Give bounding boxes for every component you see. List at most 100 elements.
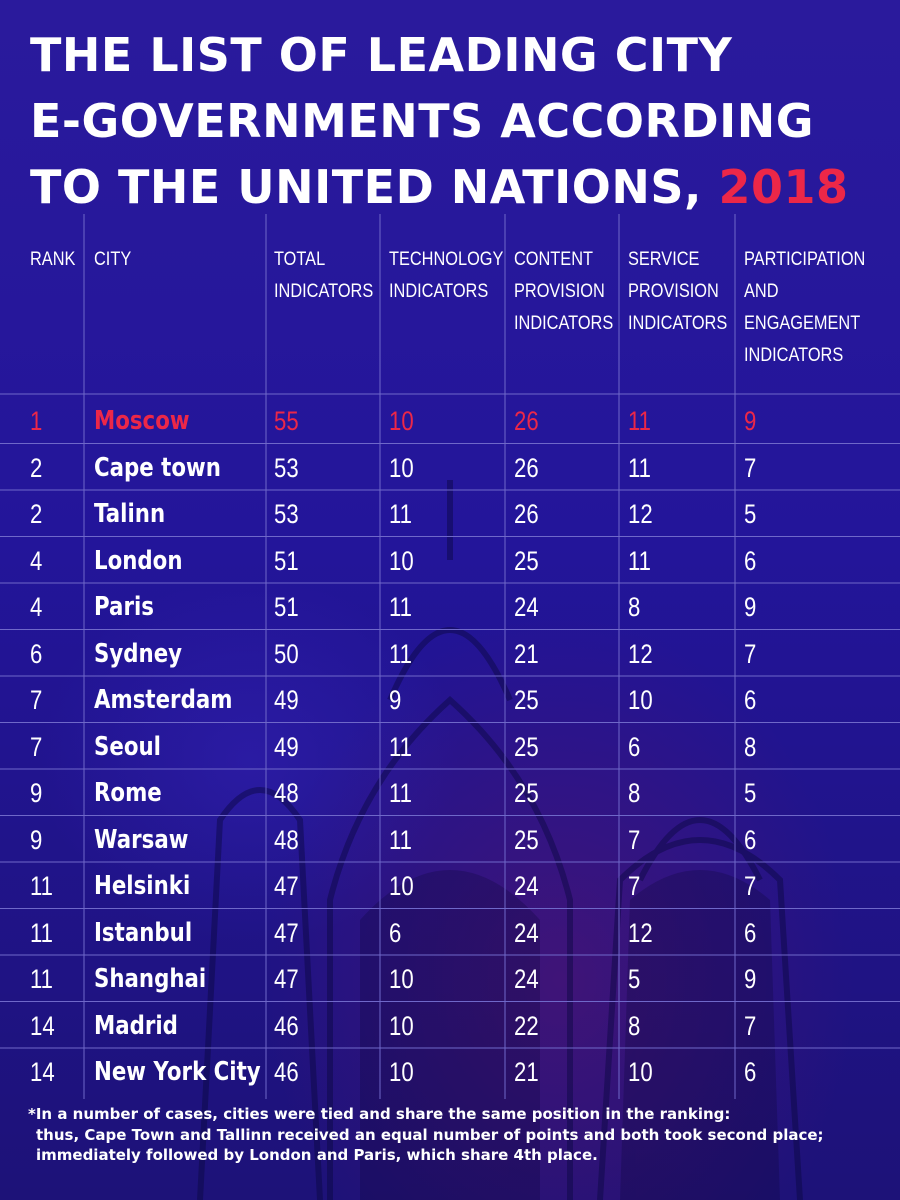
city-cell: Moscow [94,406,190,436]
service-cell: 12 [628,638,653,669]
total-cell: 55 [274,406,299,436]
total-cell: 46 [274,1057,299,1087]
total-cell: 53 [274,499,299,529]
table-row: 11 Istanbul 47 6 24 12 6 [0,910,900,957]
city-cell: Amsterdam [94,685,233,715]
participation-cell: 6 [744,824,757,855]
total-cell: 53 [274,452,299,483]
table-row: 14 Madrid 46 10 22 8 7 [0,1003,900,1050]
technology-cell: 11 [389,731,412,762]
technology-cell: 10 [389,964,414,994]
footnote-line-1: *In a number of cases, cities were tied … [28,1105,731,1123]
total-cell: 51 [274,592,299,622]
content-cell: 25 [514,685,539,715]
city-cell: Istanbul [94,917,193,948]
table-row: 2 Cape town 53 10 26 11 7 [0,445,900,492]
service-cell: 11 [628,545,651,576]
city-cell: Shanghai [94,964,207,994]
header-content: CONTENT PROVISION INDICATORS [514,249,614,334]
title-line-3-text: TO THE UNITED NATIONS, [30,160,703,214]
footnote: *In a number of cases, cities were tied … [28,1104,878,1166]
total-cell: 49 [274,685,299,715]
total-cell: 47 [274,917,299,948]
technology-cell: 10 [389,452,414,483]
city-cell: Sydney [94,638,183,669]
rank-cell: 4 [30,545,43,576]
technology-cell: 10 [389,871,414,901]
participation-cell: 7 [744,638,757,669]
city-cell: London [94,545,183,576]
table-row: 6 Sydney 50 11 21 12 7 [0,631,900,678]
participation-cell: 9 [744,964,757,994]
content-cell: 24 [514,917,539,948]
table-row: 2 Talinn 53 11 26 12 5 [0,491,900,538]
header-technology: TECHNOLOGY INDICATORS [389,249,504,302]
total-cell: 50 [274,638,299,669]
content-cell: 22 [514,1010,539,1041]
service-cell: 8 [628,1010,641,1041]
total-cell: 47 [274,871,299,901]
participation-cell: 5 [744,499,757,529]
rank-cell: 9 [30,824,43,855]
city-cell: Paris [94,592,154,622]
table-row: 1 Moscow 55 10 26 11 9 [0,398,900,445]
service-cell: 11 [628,452,651,483]
participation-cell: 7 [744,1010,757,1041]
rank-cell: 14 [30,1057,55,1087]
technology-cell: 11 [389,824,412,855]
table-row: 4 London 51 10 25 11 6 [0,538,900,585]
technology-cell: 10 [389,545,414,576]
service-cell: 5 [628,964,641,994]
content-cell: 25 [514,824,539,855]
total-cell: 49 [274,731,299,762]
content-cell: 26 [514,499,539,529]
service-cell: 12 [628,499,653,529]
rank-cell: 7 [30,731,43,762]
city-cell: New York City [94,1057,261,1087]
service-cell: 10 [628,685,653,715]
header-participation: PARTICIPATION AND ENGAGEMENT INDICATORS [744,249,866,366]
content-cell: 25 [514,545,539,576]
technology-cell: 10 [389,1010,414,1041]
content-cell: 25 [514,731,539,762]
rank-cell: 4 [30,592,43,622]
participation-cell: 6 [744,1057,757,1087]
service-cell: 8 [628,592,641,622]
participation-cell: 9 [744,592,757,622]
technology-cell: 11 [389,499,412,529]
rank-cell: 14 [30,1010,55,1041]
content-cell: 24 [514,871,539,901]
service-cell: 12 [628,917,653,948]
service-cell: 7 [628,824,641,855]
service-cell: 6 [628,731,641,762]
rank-cell: 11 [30,964,53,994]
total-cell: 51 [274,545,299,576]
header-total: TOTAL INDICATORS [274,249,374,302]
technology-cell: 6 [389,917,402,948]
header-service: SERVICE PROVISION INDICATORS [628,249,728,334]
rank-cell: 6 [30,638,43,669]
content-cell: 24 [514,964,539,994]
technology-cell: 10 [389,1057,414,1087]
technology-cell: 11 [389,592,412,622]
content-cell: 21 [514,638,539,669]
content-cell: 21 [514,1057,539,1087]
participation-cell: 9 [744,406,757,436]
city-cell: Rome [94,778,162,808]
content-cell: 26 [514,452,539,483]
table-row: 7 Amsterdam 49 9 25 10 6 [0,677,900,724]
title-line-1: THE LIST OF LEADING CITY [30,28,733,82]
service-cell: 8 [628,778,641,808]
city-cell: Talinn [94,499,166,529]
rank-cell: 1 [30,406,43,436]
city-cell: Helsinki [94,871,191,901]
header-rank: RANK [30,249,76,270]
technology-cell: 10 [389,406,414,436]
total-cell: 46 [274,1010,299,1041]
rank-cell: 7 [30,685,43,715]
page-title: THE LIST OF LEADING CITY E-GOVERNMENTS A… [30,22,880,220]
participation-cell: 6 [744,545,757,576]
